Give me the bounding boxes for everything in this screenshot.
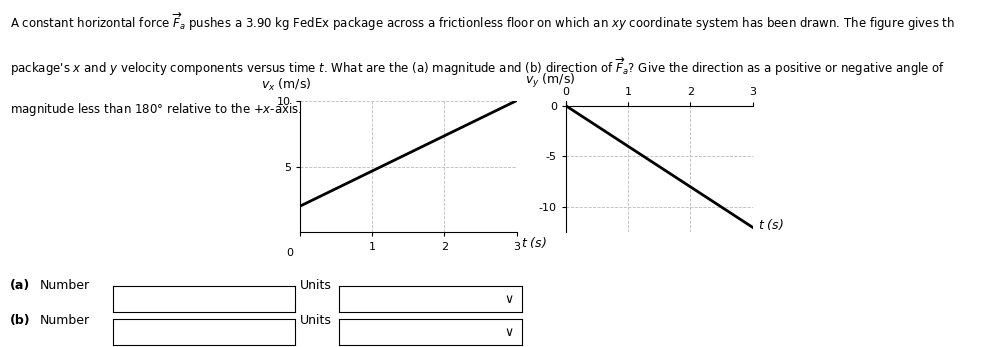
- Text: Units: Units: [300, 279, 332, 292]
- Text: Units: Units: [300, 314, 332, 327]
- Text: A constant horizontal force $\overrightarrow{F}_{a}$ pushes a 3.90 kg FedEx pack: A constant horizontal force $\overrighta…: [10, 10, 954, 33]
- Text: Number: Number: [39, 314, 90, 327]
- Text: $t$ (s): $t$ (s): [759, 218, 784, 232]
- Text: ∨: ∨: [504, 326, 514, 339]
- Text: Number: Number: [39, 279, 90, 292]
- Text: $v_y$ (m/s): $v_y$ (m/s): [524, 72, 576, 90]
- Text: magnitude less than 180° relative to the +$x$-axis.: magnitude less than 180° relative to the…: [10, 101, 302, 118]
- Text: $v_x$ (m/s): $v_x$ (m/s): [261, 77, 312, 93]
- Text: package's $x$ and $y$ velocity components versus time $t$. What are the (a) magn: package's $x$ and $y$ velocity component…: [10, 56, 946, 78]
- Text: $t$ (s): $t$ (s): [521, 235, 547, 250]
- Text: ∨: ∨: [504, 293, 514, 306]
- Text: (b): (b): [10, 314, 31, 327]
- Text: (a): (a): [10, 279, 31, 292]
- Text: 0: 0: [285, 248, 293, 258]
